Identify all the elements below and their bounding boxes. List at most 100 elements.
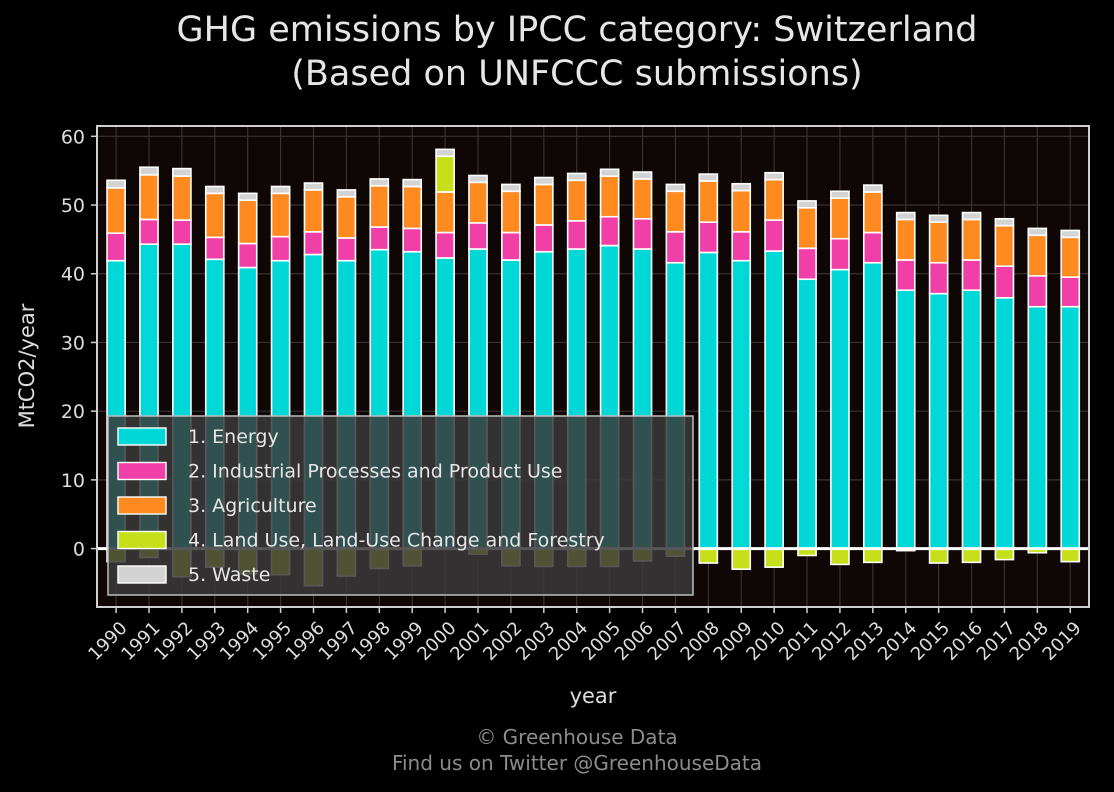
legend-swatch — [117, 427, 167, 446]
y-tick-label: 30 — [61, 332, 85, 354]
bar-segment — [204, 236, 225, 261]
bar-segment — [1027, 234, 1048, 277]
legend-swatch — [117, 496, 167, 515]
bar-segment — [928, 221, 949, 264]
bar-segment — [961, 259, 982, 292]
bar-segment — [764, 219, 784, 252]
bar-segment — [172, 219, 192, 245]
bar-segment — [1060, 547, 1081, 563]
bar-segment — [961, 289, 982, 550]
bar-segment — [204, 185, 225, 195]
bar-segment — [402, 227, 423, 253]
bar-segment — [764, 547, 784, 568]
bar-segment — [862, 184, 883, 193]
bar-segment — [468, 181, 488, 224]
bar-segment — [698, 251, 719, 550]
bar-segment — [830, 237, 850, 271]
bar-segment — [994, 547, 1015, 561]
bar-segment — [862, 231, 883, 264]
bar-segment — [731, 189, 752, 233]
bar-segment — [303, 182, 324, 191]
bar-segment — [731, 259, 752, 550]
bar-segment — [961, 211, 982, 221]
copyright-text: © Greenhouse Data — [476, 725, 678, 749]
bar-segment — [336, 237, 357, 262]
bar-segment — [928, 292, 949, 550]
title-line-2: (Based on UNFCCC submissions) — [291, 54, 863, 94]
bar-segment — [862, 191, 883, 234]
y-tick-label: 10 — [61, 470, 85, 492]
bar-segment — [139, 166, 159, 176]
bar-segment — [994, 296, 1015, 550]
bar-segment — [303, 231, 324, 256]
bar-segment — [632, 171, 653, 180]
bar-segment — [731, 231, 752, 262]
bar-segment — [369, 178, 390, 187]
bar-segment — [961, 218, 982, 261]
bar-segment — [402, 185, 423, 230]
twitter-text: Find us on Twitter @GreenhouseData — [391, 751, 763, 775]
bar-segment — [139, 173, 159, 221]
bar-segment — [1060, 229, 1081, 239]
y-tick-label: 50 — [61, 195, 85, 217]
bar-segment — [928, 547, 949, 564]
bar-segment — [533, 176, 554, 186]
bar-segment — [106, 179, 126, 189]
bar-segment — [533, 224, 554, 253]
x-axis-label: year — [570, 684, 617, 708]
bar-segment — [1060, 276, 1081, 308]
bar-segment — [270, 192, 291, 238]
bar-segment — [172, 167, 192, 177]
legend-label: 4. Land Use, Land-Use Change and Forestr… — [188, 530, 605, 552]
bar-segment — [237, 242, 258, 269]
bar-segment — [435, 231, 455, 259]
bar-segment — [501, 183, 521, 193]
bar-segment — [468, 174, 488, 184]
y-tick-label: 40 — [61, 264, 85, 286]
bar-segment — [665, 190, 686, 233]
legend-box — [107, 415, 694, 596]
bar-segment — [797, 200, 817, 209]
bar-segment — [336, 195, 357, 239]
bar-segment — [435, 155, 455, 193]
legend-label: 5. Waste — [188, 564, 270, 586]
bar-segment — [665, 231, 686, 264]
y-tick-label: 20 — [61, 401, 85, 423]
bar-segment — [139, 218, 159, 245]
bar-segment — [764, 250, 784, 550]
bar-segment — [830, 197, 850, 240]
bar-segment — [204, 192, 225, 239]
bar-segment — [632, 217, 653, 250]
bar-segment — [698, 547, 719, 564]
bar-segment — [797, 278, 817, 550]
legend-label: 1. Energy — [188, 426, 279, 448]
x-tick-label: 2019 — [1039, 618, 1086, 665]
bar-segment — [172, 175, 192, 221]
bar-segment — [566, 172, 587, 182]
bar-segment — [698, 173, 719, 182]
bar-segment — [106, 187, 126, 234]
legend-swatch — [117, 565, 167, 584]
y-tick-label: 0 — [73, 539, 85, 561]
plot-frame — [96, 125, 1090, 608]
legend-swatch — [117, 461, 167, 481]
legend-swatch — [117, 530, 167, 550]
bar-segment — [994, 224, 1015, 267]
bar-segment — [994, 217, 1015, 227]
bar-segment — [237, 192, 258, 202]
bar-segment — [665, 183, 686, 193]
legend: 1. Energy 2. Industrial Processes and Pro… — [107, 415, 694, 596]
title-line-1: GHG emissions by IPCC category: Switzerl… — [176, 10, 978, 50]
bar-segment — [468, 222, 488, 250]
bar-segment — [270, 235, 291, 262]
bar-segment — [599, 215, 620, 247]
bar-segment — [369, 226, 390, 251]
bar-segment — [895, 259, 916, 292]
bar-segment — [1027, 305, 1048, 550]
bar-segment — [599, 175, 620, 218]
bar-segment — [1027, 227, 1048, 237]
y-tick-label: 60 — [61, 126, 85, 148]
bar-segment — [797, 206, 817, 250]
bar-segment — [566, 220, 587, 250]
bar-segment — [1027, 274, 1048, 308]
